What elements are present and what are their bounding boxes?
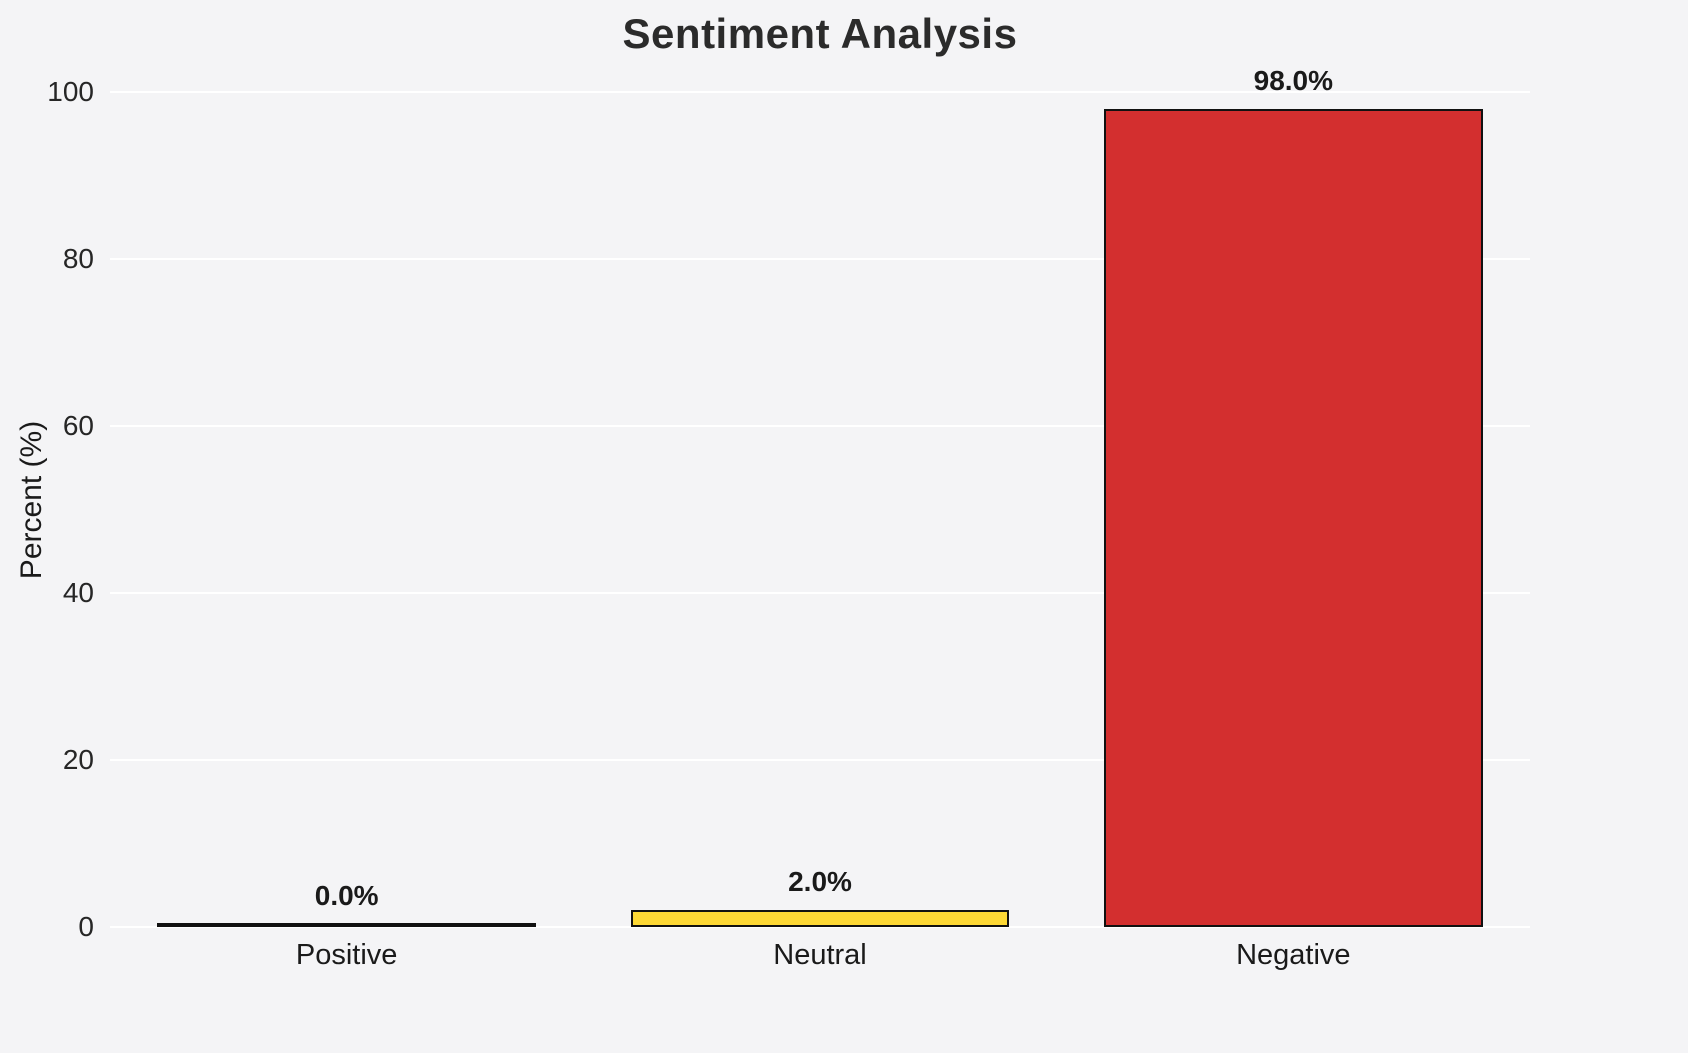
y-tick-label: 60 bbox=[62, 410, 94, 441]
y-tick-label: 40 bbox=[62, 577, 94, 608]
bar-positive bbox=[157, 923, 536, 927]
gridline bbox=[110, 926, 1530, 928]
gridline bbox=[110, 258, 1530, 260]
x-tick-label: Neutral bbox=[773, 939, 867, 971]
gridline bbox=[110, 759, 1530, 761]
x-tick-label: Positive bbox=[295, 939, 398, 971]
plot-area: 0 20 40 60 80 100 0.0% Positive 2.0% Neutral 98.0%… bbox=[47, 65, 1530, 971]
x-tick-label: Negative bbox=[1236, 939, 1351, 971]
gridline bbox=[110, 592, 1530, 594]
bar-value-label: 0.0% bbox=[314, 880, 379, 911]
y-tick-label: 0 bbox=[78, 911, 94, 942]
gridline bbox=[110, 91, 1530, 93]
gridline bbox=[110, 425, 1530, 427]
bar-negative bbox=[1104, 108, 1483, 927]
bar-value-label: 2.0% bbox=[788, 866, 852, 898]
bar-neutral bbox=[630, 910, 1010, 927]
bar-value-label: 98.0% bbox=[1253, 64, 1334, 96]
chart-title: Sentiment Analysis bbox=[622, 10, 1018, 57]
y-axis-label: Percent (%) bbox=[15, 420, 48, 580]
y-tick-label: 20 bbox=[62, 744, 94, 775]
y-tick-label: 100 bbox=[47, 76, 94, 107]
y-tick-label: 80 bbox=[62, 243, 94, 274]
